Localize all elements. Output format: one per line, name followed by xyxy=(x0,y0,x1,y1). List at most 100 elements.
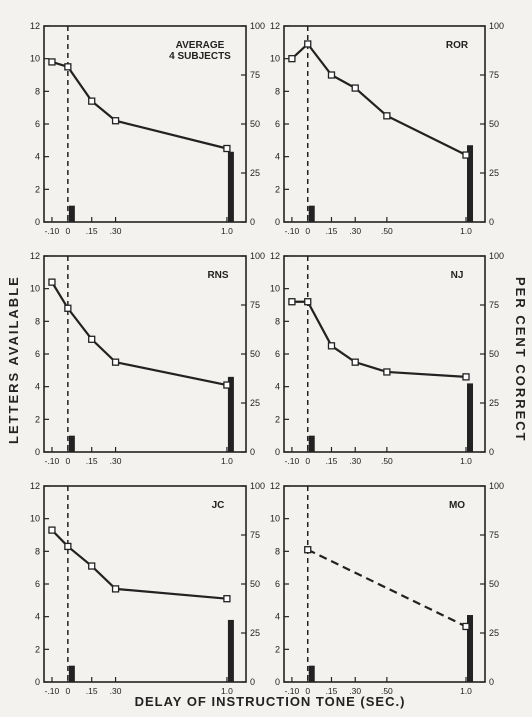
x-tick-label: 0 xyxy=(305,456,310,466)
right-tick-label: 50 xyxy=(489,579,499,589)
x-tick-label: 1.0 xyxy=(460,226,472,236)
x-tick-label: 0 xyxy=(305,226,310,236)
data-point xyxy=(111,358,120,366)
left-tick-label: 2 xyxy=(35,644,40,654)
bar xyxy=(467,383,474,452)
x-tick-label: 1.0 xyxy=(221,226,233,236)
x-tick-label: .15 xyxy=(86,226,98,236)
x-tick-label: 0 xyxy=(305,686,310,696)
x-tick-label: .30 xyxy=(349,456,361,466)
bar xyxy=(68,665,75,682)
chart-panel: 0 2 4 6 8 10 12 0 25 50 75 100 -.10 0 .15 .30 1.0 JC xyxy=(30,481,265,696)
right-tick-label: 50 xyxy=(250,119,260,129)
right-tick-label: 25 xyxy=(250,398,260,408)
left-tick-label: 8 xyxy=(35,546,40,556)
x-tick-label: .15 xyxy=(86,456,98,466)
bar xyxy=(308,665,315,682)
left-tick-label: 10 xyxy=(30,284,40,294)
panel-title: NJ xyxy=(451,270,464,281)
left-tick-label: 2 xyxy=(275,184,280,194)
data-point xyxy=(88,97,96,105)
data-point xyxy=(288,55,296,63)
panel-frame xyxy=(43,255,247,453)
right-tick-label: 0 xyxy=(250,217,255,227)
left-tick-label: 2 xyxy=(275,414,280,424)
x-tick-label: .50 xyxy=(381,226,393,236)
data-point xyxy=(462,373,470,381)
x-tick-label: .30 xyxy=(349,686,361,696)
left-tick-label: 4 xyxy=(275,382,280,392)
x-tick-label: .50 xyxy=(381,686,393,696)
data-point xyxy=(48,58,56,66)
right-tick-label: 0 xyxy=(250,677,255,687)
left-tick-label: 0 xyxy=(275,677,280,687)
left-tick-label: 12 xyxy=(30,21,40,31)
x-tick-label: .30 xyxy=(110,226,122,236)
right-axis-label: PER CENT CORRECT xyxy=(513,277,528,443)
left-tick-label: 4 xyxy=(35,152,40,162)
chart-panel: 0 2 4 6 8 10 12 0 25 50 75 100 -.10 0 .15 .30 .50 1.0 NJ xyxy=(270,251,504,466)
data-point xyxy=(64,542,72,551)
data-point xyxy=(383,112,391,120)
chart-panel: 0 2 4 6 8 10 12 0 25 50 75 100 -.10 0 .15 .30 .50 1.0 MO xyxy=(270,481,504,696)
right-tick-label: 25 xyxy=(489,398,499,408)
left-tick-label: 6 xyxy=(35,579,40,589)
right-tick-label: 0 xyxy=(489,447,494,457)
x-tick-label: -.10 xyxy=(285,456,300,466)
data-point xyxy=(64,63,72,71)
panel-frame xyxy=(283,25,486,223)
left-tick-label: 6 xyxy=(35,349,40,359)
series-line xyxy=(307,548,467,628)
panel-frame xyxy=(283,255,486,453)
series-line xyxy=(51,60,228,150)
x-tick-label: .15 xyxy=(326,456,338,466)
data-point xyxy=(462,151,470,159)
x-tick-label: -.10 xyxy=(45,226,60,236)
left-tick-label: 2 xyxy=(35,184,40,194)
right-tick-label: 0 xyxy=(250,447,255,457)
right-tick-label: 0 xyxy=(489,217,494,227)
panel-title: ROR xyxy=(446,40,469,51)
x-tick-label: -.10 xyxy=(285,686,300,696)
data-point xyxy=(48,278,56,286)
data-point xyxy=(383,368,391,376)
data-point xyxy=(88,335,96,343)
left-tick-label: 8 xyxy=(275,86,280,96)
right-tick-label: 50 xyxy=(489,119,499,129)
data-point xyxy=(288,298,296,306)
left-tick-label: 0 xyxy=(275,447,280,457)
data-point xyxy=(64,304,72,312)
data-point xyxy=(304,546,312,554)
bar xyxy=(467,615,474,682)
left-tick-label: 6 xyxy=(35,119,40,129)
x-tick-label: 1.0 xyxy=(221,686,233,696)
panel-frame xyxy=(43,485,247,683)
right-tick-label: 75 xyxy=(250,530,260,540)
data-point xyxy=(223,144,231,153)
bar xyxy=(68,435,75,452)
left-tick-label: 10 xyxy=(270,514,280,524)
right-tick-label: 100 xyxy=(250,21,265,31)
panel-title: JC xyxy=(212,500,225,511)
data-point xyxy=(327,342,336,350)
left-tick-label: 8 xyxy=(275,546,280,556)
right-tick-label: 25 xyxy=(250,628,260,638)
x-tick-label: 0 xyxy=(65,686,70,696)
left-tick-label: 2 xyxy=(275,644,280,654)
left-tick-label: 10 xyxy=(270,284,280,294)
right-tick-label: 75 xyxy=(489,70,499,80)
left-tick-label: 0 xyxy=(35,447,40,457)
x-tick-label: -.10 xyxy=(45,456,60,466)
right-tick-label: 50 xyxy=(250,349,260,359)
x-tick-label: .30 xyxy=(349,226,361,236)
bar xyxy=(467,145,474,222)
panel-title: RNS xyxy=(207,270,228,281)
bar xyxy=(308,435,315,452)
left-axis-label: LETTERS AVAILABLE xyxy=(6,275,21,445)
chart-panel: 0 2 4 6 8 10 12 0 25 50 75 100 -.10 0 .15 .30 .50 1.0 ROR xyxy=(270,21,504,236)
panel-title: AVERAGE 4 SUBJECTS xyxy=(169,40,231,62)
left-tick-label: 6 xyxy=(275,119,280,129)
bar xyxy=(227,376,234,452)
right-tick-label: 100 xyxy=(489,481,504,491)
